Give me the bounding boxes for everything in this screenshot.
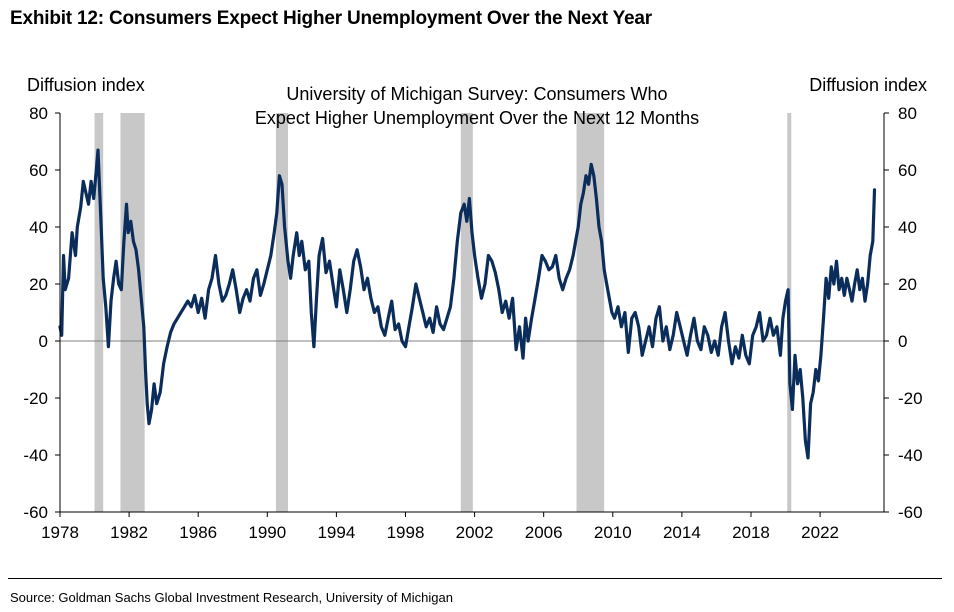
series-line xyxy=(58,148,877,460)
x-tick-label: 2022 xyxy=(801,523,839,542)
x-tick-label: 2014 xyxy=(663,523,701,542)
y-tick-label-right: 60 xyxy=(898,161,917,180)
x-tick-label: 1998 xyxy=(387,523,425,542)
y-tick-label-right: -20 xyxy=(898,389,923,408)
recession-band xyxy=(460,113,473,512)
recession-band xyxy=(120,113,145,512)
x-tick-label: 2018 xyxy=(732,523,770,542)
x-tick-label: 2002 xyxy=(456,523,494,542)
y-tick-label-left: -40 xyxy=(23,446,48,465)
x-tick-labels: 1978 1982 1986 1990 1994 1998 2002 2006 2010 2014… xyxy=(41,512,839,542)
x-tick-label: 1994 xyxy=(317,523,355,542)
series-line-group xyxy=(58,148,877,460)
source-note: Source: Goldman Sachs Global Investment … xyxy=(10,590,453,605)
y-tick-label-right: -40 xyxy=(898,446,923,465)
y-tick-label-left: 80 xyxy=(29,104,48,123)
y-tick-label-right: -60 xyxy=(898,503,923,522)
right-y-tick-labels: 80 60 40 20 0 -20 -40 -60 xyxy=(884,104,923,522)
left-y-tick-labels: 80 60 40 20 0 -20 -40 -60 xyxy=(23,104,60,522)
footer-divider xyxy=(8,578,942,579)
x-tick-label: 2010 xyxy=(594,523,632,542)
x-tick-label: 1990 xyxy=(248,523,286,542)
chart-title-line-2: Expect Higher Unemployment Over the Next… xyxy=(255,108,699,128)
y-tick-label-left: 0 xyxy=(39,332,48,351)
y-tick-label-left: -20 xyxy=(23,389,48,408)
y-tick-label-right: 20 xyxy=(898,275,917,294)
right-axis-title: Diffusion index xyxy=(809,75,927,95)
left-axis-title: Diffusion index xyxy=(27,75,145,95)
x-tick-label: 1986 xyxy=(179,523,217,542)
y-tick-label-right: 0 xyxy=(898,332,907,351)
recession-bands xyxy=(94,113,792,512)
recession-band xyxy=(94,113,104,512)
x-tick-label: 1982 xyxy=(110,523,148,542)
y-tick-label-left: 60 xyxy=(29,161,48,180)
y-tick-label-right: 40 xyxy=(898,218,917,237)
y-tick-label-left: 20 xyxy=(29,275,48,294)
x-tick-label: 1978 xyxy=(41,523,79,542)
exhibit-title: Exhibit 12: Consumers Expect Higher Unem… xyxy=(10,8,652,29)
chart-title-line-1: University of Michigan Survey: Consumers… xyxy=(286,84,667,104)
y-tick-label-right: 80 xyxy=(898,104,917,123)
y-tick-label-left: -60 xyxy=(23,503,48,522)
x-tick-label: 2006 xyxy=(525,523,563,542)
recession-band xyxy=(275,113,289,512)
y-tick-label-left: 40 xyxy=(29,218,48,237)
